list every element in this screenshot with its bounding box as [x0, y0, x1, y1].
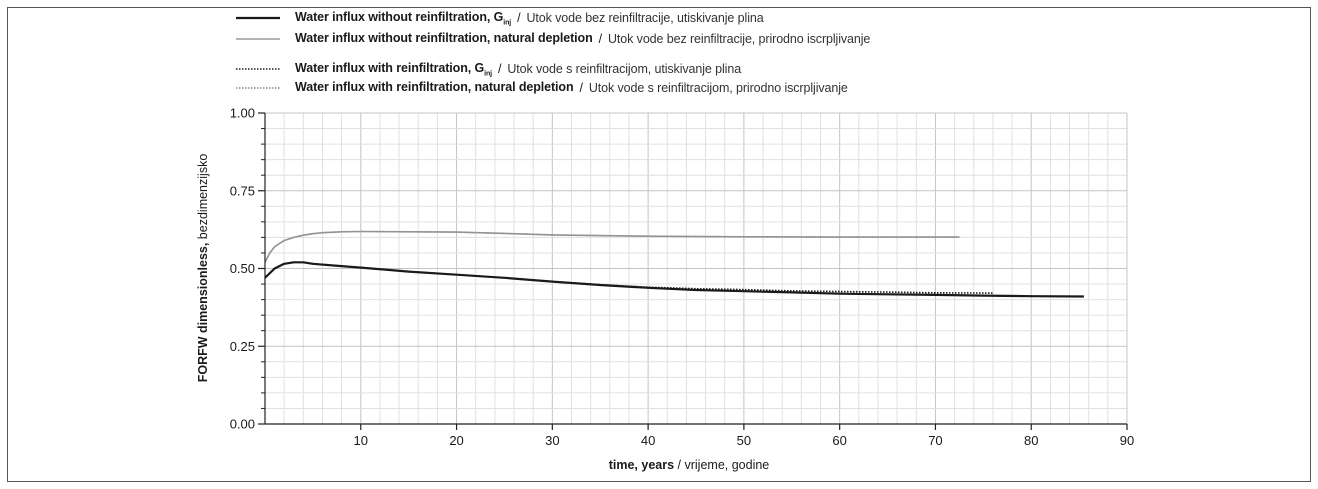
- x-tick-label: 30: [545, 433, 559, 448]
- legend-swatch: [236, 17, 280, 20]
- y-axis-label: FORFW dimensionless, bezdimenzijsko: [196, 154, 210, 383]
- legend-bold-label: Water influx with reinfiltration, Ginj: [295, 61, 492, 78]
- grid: [265, 112, 1128, 424]
- legend-bold-label: Water influx without reinfiltration, nat…: [295, 31, 593, 45]
- y-tick-label: 0.25: [230, 339, 255, 354]
- legend-bold-label: Water influx without reinfiltration, Gin…: [295, 10, 512, 27]
- x-tick-label: 10: [354, 433, 368, 448]
- x-tick-label: 60: [832, 433, 846, 448]
- legend-bold-label: Water influx with reinfiltration, natura…: [295, 80, 574, 94]
- series-line: [264, 230, 960, 263]
- legend-translation: Utok vode s reinfiltracijom, prirodno is…: [588, 81, 848, 96]
- axes: [258, 112, 1128, 430]
- legend-entry-without-reinfiltration-ginj: Water influx without reinfiltration, Gin…: [236, 10, 764, 27]
- legend-translation: Utok vode bez reinfiltracije, utiskivanj…: [526, 11, 764, 26]
- legend-entry-with-reinfiltration-ginj: Water influx with reinfiltration, Ginj /…: [236, 61, 741, 78]
- x-tick-label: 70: [928, 433, 942, 448]
- x-tick-label: 90: [1120, 433, 1134, 448]
- y-tick-label: 0.00: [230, 417, 255, 432]
- x-axis-label: time, years / vrijeme, godine: [609, 458, 770, 472]
- figure-frame: [7, 7, 1311, 482]
- legend-translation: Utok vode bez reinfiltracije, prirodno i…: [608, 32, 871, 47]
- series-line: [264, 261, 1084, 298]
- x-tick-label: 50: [737, 433, 751, 448]
- tick-labels: 0.00 0.25 0.50 0.75 1.00 10 20 30 40 50 60 70 80 90: [230, 106, 1135, 449]
- legend-swatch: [236, 87, 280, 89]
- x-tick-label: 80: [1024, 433, 1038, 448]
- legend-swatch: [236, 68, 280, 71]
- x-tick-label: 20: [449, 433, 463, 448]
- y-tick-label: 0.75: [230, 183, 255, 198]
- series-group: [264, 230, 1084, 298]
- series-line: [264, 230, 960, 263]
- x-tick-label: 40: [641, 433, 655, 448]
- legend-entry-without-reinfiltration-natural: Water influx without reinfiltration, nat…: [236, 31, 870, 48]
- y-tick-label: 1.00: [230, 106, 255, 121]
- legend-translation: Utok vode s reinfiltracijom, utiskivanje…: [507, 62, 742, 77]
- legend-entry-with-reinfiltration-natural: Water influx with reinfiltration, natura…: [236, 80, 848, 97]
- legend-swatch: [236, 38, 280, 41]
- y-tick-label: 0.50: [230, 261, 255, 276]
